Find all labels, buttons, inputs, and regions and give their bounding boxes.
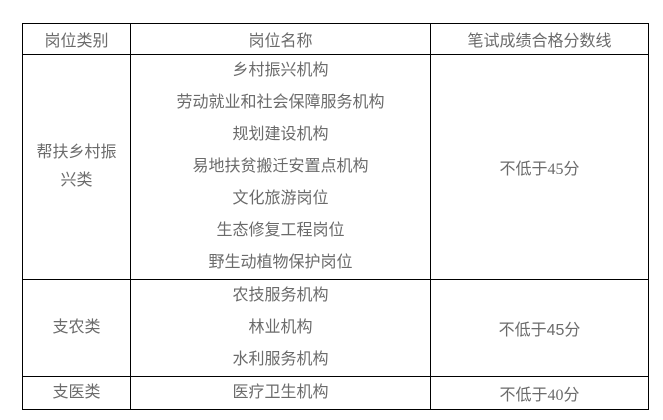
- header-cell-score-line: 笔试成绩合格分数线: [430, 23, 649, 55]
- header-cell-position-name: 岗位名称: [130, 23, 431, 55]
- score-cell: 不低于40分: [430, 376, 649, 410]
- category-cell: 帮扶乡村振兴类: [22, 54, 131, 280]
- score-cell: 不低于45分: [430, 279, 649, 377]
- score-label: 不低于45分: [499, 161, 580, 178]
- position-item: 生态修复工程岗位: [216, 222, 345, 239]
- position-item: 文化旅游岗位: [232, 190, 329, 207]
- position-item: 水利服务机构: [232, 351, 329, 368]
- positions-cell: 乡村振兴机构劳动就业和社会保障服务机构 规划建设机构易地扶贫搬迁安置点机构 文化旅游…: [130, 54, 431, 280]
- position-item: 林业机构: [248, 319, 313, 336]
- table-row: 支农类 农技服务机构 林业机构水利服务机构 不低于45分: [22, 279, 649, 377]
- table-row: 支医类 医疗卫生机构 不低于40分: [22, 376, 649, 410]
- table-row: 帮扶乡村振兴类 乡村振兴机构劳动就业和社会保障服务机构 规划建设机构易地扶贫搬迁安…: [22, 54, 649, 280]
- score-label: 不低于45分: [498, 322, 581, 339]
- position-item: 乡村振兴机构: [232, 62, 329, 79]
- category-label: 帮扶乡村振兴类: [36, 144, 117, 189]
- category-label: 支医类: [52, 384, 101, 401]
- position-item: 易地扶贫搬迁安置点机构: [192, 158, 369, 175]
- position-item: 野生动植物保护岗位: [208, 254, 353, 271]
- score-cell: 不低于45分: [430, 54, 649, 280]
- positions-cell: 农技服务机构 林业机构水利服务机构: [130, 279, 431, 377]
- position-item: 劳动就业和社会保障服务机构: [176, 94, 385, 111]
- category-cell: 支农类: [22, 279, 131, 377]
- score-table: 岗位类别 岗位名称 笔试成绩合格分数线 帮扶乡村振兴类 乡村振兴机构劳动就业和社…: [22, 23, 649, 410]
- position-item: 规划建设机构: [232, 126, 329, 143]
- table-header-row: 岗位类别 岗位名称 笔试成绩合格分数线: [22, 23, 649, 55]
- category-cell: 支医类: [22, 376, 131, 410]
- header-cell-category: 岗位类别: [22, 23, 131, 55]
- score-label: 不低于40分: [499, 387, 580, 404]
- position-item: 农技服务机构: [232, 287, 329, 304]
- position-item: 医疗卫生机构: [232, 384, 329, 401]
- category-label: 支农类: [52, 319, 101, 336]
- positions-cell: 医疗卫生机构: [130, 376, 431, 410]
